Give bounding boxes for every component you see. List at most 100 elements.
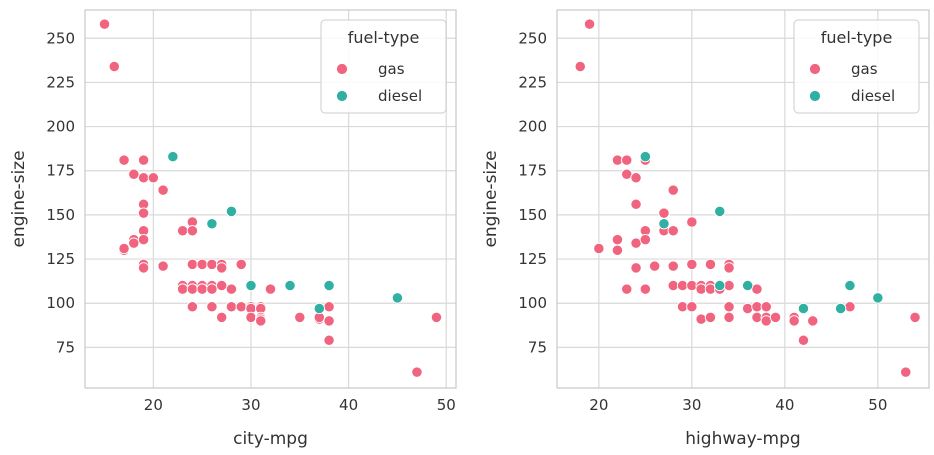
- y-tick-label: 225: [518, 73, 547, 91]
- y-tick-label: 175: [46, 162, 75, 180]
- gas-point: [797, 334, 810, 346]
- gas-point: [108, 60, 120, 73]
- diesel-point: [206, 218, 218, 230]
- gas-point: [294, 311, 306, 323]
- gas-point: [137, 207, 150, 219]
- gas-point: [264, 283, 277, 295]
- gas-point: [723, 279, 735, 292]
- gas-point: [751, 283, 763, 295]
- x-tick-label: 50: [437, 396, 456, 414]
- gas-point: [216, 279, 228, 292]
- gas-point: [630, 172, 642, 184]
- gas-point: [751, 301, 763, 313]
- y-tick-label: 125: [46, 250, 75, 268]
- gas-point: [216, 262, 228, 274]
- gas-point: [844, 301, 856, 313]
- gas-point: [147, 172, 159, 184]
- gas-point: [621, 154, 633, 166]
- x-tick-label: 30: [241, 396, 260, 414]
- gas-point: [255, 315, 267, 327]
- gas-point: [323, 315, 335, 327]
- legend-marker-diesel: [809, 90, 821, 102]
- x-tick-label: 20: [589, 396, 608, 414]
- diesel-point: [872, 292, 884, 304]
- diesel-point: [639, 150, 651, 163]
- y-tick-label: 100: [46, 294, 75, 312]
- gas-point: [98, 18, 111, 30]
- x-axis-label: highway-mpg: [685, 429, 800, 449]
- gas-point: [206, 301, 218, 313]
- gas-point: [788, 315, 800, 327]
- gas-point: [686, 258, 698, 271]
- gas-point: [216, 311, 228, 323]
- gas-point: [186, 225, 199, 237]
- gas-point: [225, 301, 238, 313]
- y-tick-label: 250: [46, 29, 75, 47]
- gas-point: [704, 283, 717, 295]
- y-tick-label: 225: [46, 73, 75, 91]
- x-tick-label: 40: [339, 396, 358, 414]
- gas-point: [323, 301, 335, 313]
- y-tick-label: 150: [46, 206, 75, 224]
- diesel-point: [225, 205, 238, 218]
- gas-point: [206, 258, 218, 271]
- legend-label-diesel: diesel: [378, 87, 422, 105]
- gas-point: [186, 301, 199, 313]
- gas-point: [760, 315, 772, 327]
- x-tick-label: 40: [775, 396, 794, 414]
- diesel-point: [844, 279, 856, 292]
- gas-point: [742, 302, 754, 315]
- gas-point: [574, 60, 586, 73]
- gas-point: [723, 311, 735, 323]
- gas-point: [639, 233, 651, 246]
- gas-point: [704, 258, 717, 271]
- legend-label-gas: gas: [378, 60, 405, 78]
- gas-point: [695, 313, 707, 325]
- gas-point: [676, 301, 689, 313]
- chart-1: 20 30 40 50 75 100 125 150 175 200 225 250 city-mpg e…: [9, 9, 457, 449]
- gas-point: [611, 233, 624, 246]
- diesel-point: [835, 302, 847, 315]
- diesel-point: [797, 302, 810, 315]
- gas-point: [686, 279, 698, 292]
- gas-point: [630, 262, 642, 274]
- diesel-point: [714, 205, 726, 218]
- diesel-point: [742, 279, 754, 292]
- y-tick-label: 75: [528, 338, 547, 356]
- gas-point: [611, 154, 624, 166]
- diesel-point: [245, 279, 257, 292]
- gas-point: [909, 311, 921, 323]
- gas-point: [411, 366, 423, 378]
- y-tick-label: 250: [518, 29, 547, 47]
- y-tick-label: 200: [46, 118, 75, 136]
- gas-point: [430, 311, 443, 323]
- gas-point: [593, 242, 605, 255]
- gas-point: [639, 283, 651, 295]
- gas-point: [118, 154, 130, 166]
- diesel-point: [167, 150, 179, 163]
- gas-point: [128, 168, 140, 180]
- y-axis-label: engine-size: [481, 150, 501, 247]
- gas-point: [621, 283, 633, 295]
- gas-point: [723, 301, 735, 313]
- legend-marker-diesel: [336, 90, 348, 102]
- gas-point: [186, 283, 199, 295]
- gas-point: [686, 301, 698, 313]
- gas-point: [611, 244, 624, 256]
- plot-frame: [556, 9, 930, 389]
- gas-point: [225, 283, 238, 295]
- y-tick-label: 175: [518, 162, 547, 180]
- gas-point: [245, 311, 257, 323]
- gas-point: [186, 258, 199, 271]
- y-tick-label: 125: [518, 250, 547, 268]
- gas-point: [751, 311, 763, 323]
- gas-point: [704, 311, 717, 323]
- gas-point: [723, 262, 735, 274]
- gas-point: [667, 225, 679, 237]
- gas-point: [235, 301, 247, 313]
- gas-point: [157, 260, 169, 272]
- diesel-point: [284, 279, 296, 292]
- gas-point: [583, 18, 596, 30]
- gas-point: [760, 301, 772, 313]
